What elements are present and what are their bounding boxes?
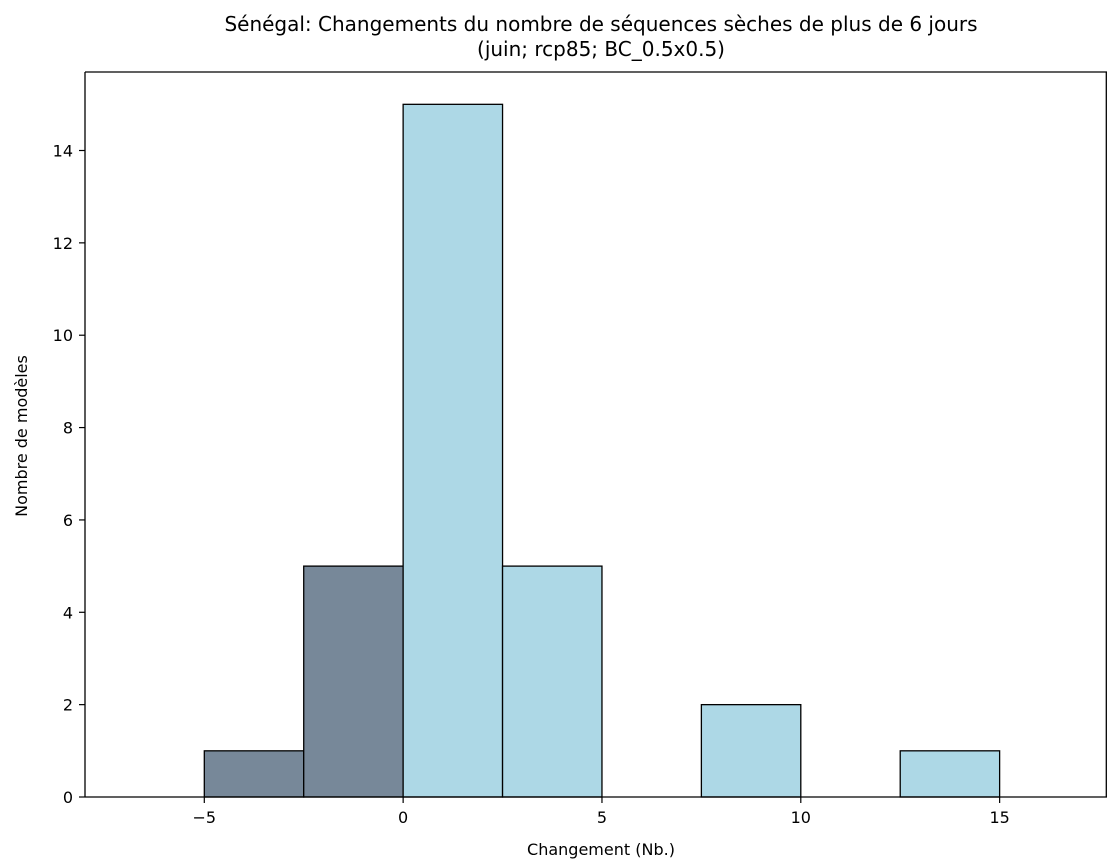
x-tick-label: 5 [597,808,607,827]
x-tick-label: 15 [989,808,1009,827]
histogram-bar-3 [402,103,504,798]
y-axis-label: Nombre de modèles [12,355,31,517]
y-ticks: 0 2 4 6 8 10 12 14 [53,142,85,807]
y-tick-label: 6 [63,511,73,530]
histogram-bar-2 [303,565,404,798]
x-tick-label: −5 [193,808,217,827]
y-tick-label: 10 [53,326,73,345]
histogram-bar-6 [899,750,1001,798]
bars-group [203,103,1001,798]
x-tick-label: 0 [398,808,408,827]
chart-title: Sénégal: Changements du nombre de séquen… [224,12,977,36]
chart-subtitle: (juin; rcp85; BC_0.5x0.5) [477,37,725,61]
x-axis-label: Changement (Nb.) [527,840,675,859]
y-tick-label: 8 [63,419,73,438]
y-tick-label: 14 [53,142,73,161]
histogram-bar-5 [700,703,802,798]
y-tick-label: 0 [63,788,73,807]
x-tick-label: 10 [791,808,811,827]
x-ticks: −5 0 5 10 15 [193,797,1010,827]
y-tick-label: 2 [63,696,73,715]
histogram-bar-4 [501,565,603,798]
histogram-bar-1 [203,750,305,798]
y-tick-label: 4 [63,603,73,622]
y-tick-label: 12 [53,234,73,253]
